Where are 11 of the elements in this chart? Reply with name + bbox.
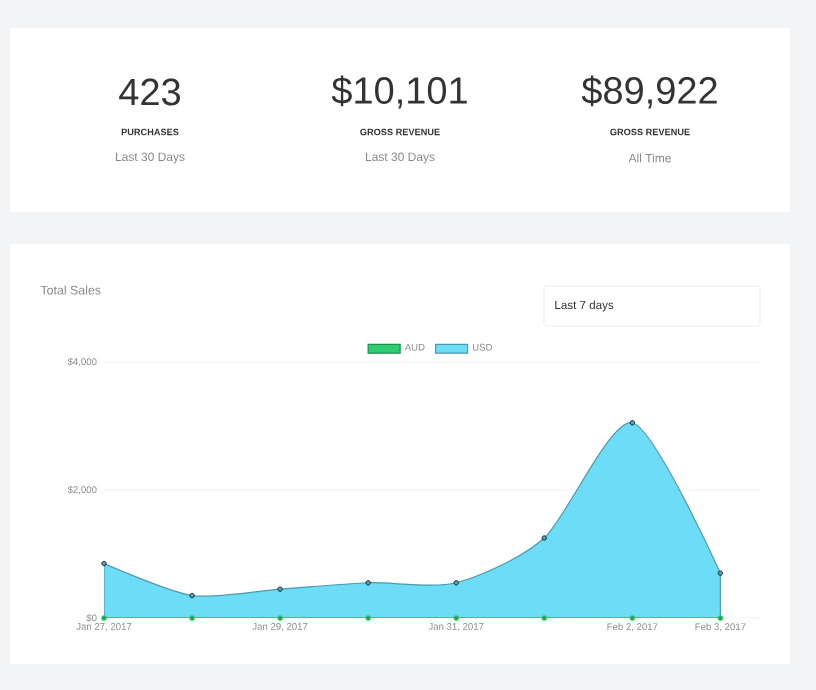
text: $10,101: [331, 75, 467, 109]
point: [541, 615, 548, 621]
point: [189, 615, 195, 621]
point: [365, 615, 371, 621]
point: [717, 615, 724, 621]
point: [277, 615, 283, 621]
text: 423: [119, 78, 181, 106]
text: $89,922: [581, 75, 717, 109]
point: [629, 615, 636, 621]
point: [453, 615, 460, 621]
point: [101, 615, 107, 621]
